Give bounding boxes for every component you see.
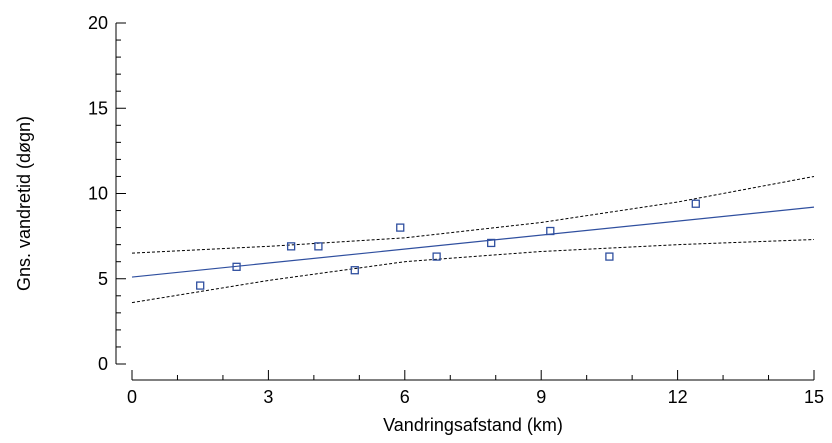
data-point: [196, 281, 205, 290]
data-point: [396, 223, 405, 232]
axes: [115, 22, 815, 381]
data-point: [350, 266, 359, 275]
y-tick-label: 20: [88, 13, 108, 33]
data-point: [546, 226, 555, 236]
fit-line: [131, 206, 815, 278]
upper-confidence-line: [131, 175, 815, 254]
x-tick-label: 12: [668, 387, 688, 407]
x-tick-label: 9: [536, 387, 546, 407]
x-tick-label: 15: [804, 387, 824, 407]
data-point: [605, 252, 614, 261]
lower-confidence-line: [131, 239, 815, 304]
confidence-band: [131, 175, 815, 304]
data-point: [487, 238, 496, 248]
regression-line: [131, 206, 815, 278]
data-point: [286, 242, 296, 251]
y-axis-title: Gns. vandretid (døgn): [14, 116, 34, 291]
data-point: [232, 262, 241, 271]
data-point: [314, 242, 323, 251]
tick-labels: 0 5 10 15 20 0 3 6 9 12 15: [88, 13, 824, 407]
x-tick-label: 0: [127, 387, 137, 407]
y-tick-label: 0: [98, 354, 108, 374]
x-tick-label: 3: [263, 387, 273, 407]
y-tick-label: 10: [88, 184, 108, 204]
x-tick-label: 6: [400, 387, 410, 407]
y-tick-label: 15: [88, 98, 108, 118]
data-point: [432, 252, 441, 261]
y-tick-label: 5: [98, 269, 108, 289]
data-point: [691, 199, 700, 208]
x-axis-title: Vandringsafstand (km): [383, 415, 563, 435]
data-points: [196, 199, 700, 290]
